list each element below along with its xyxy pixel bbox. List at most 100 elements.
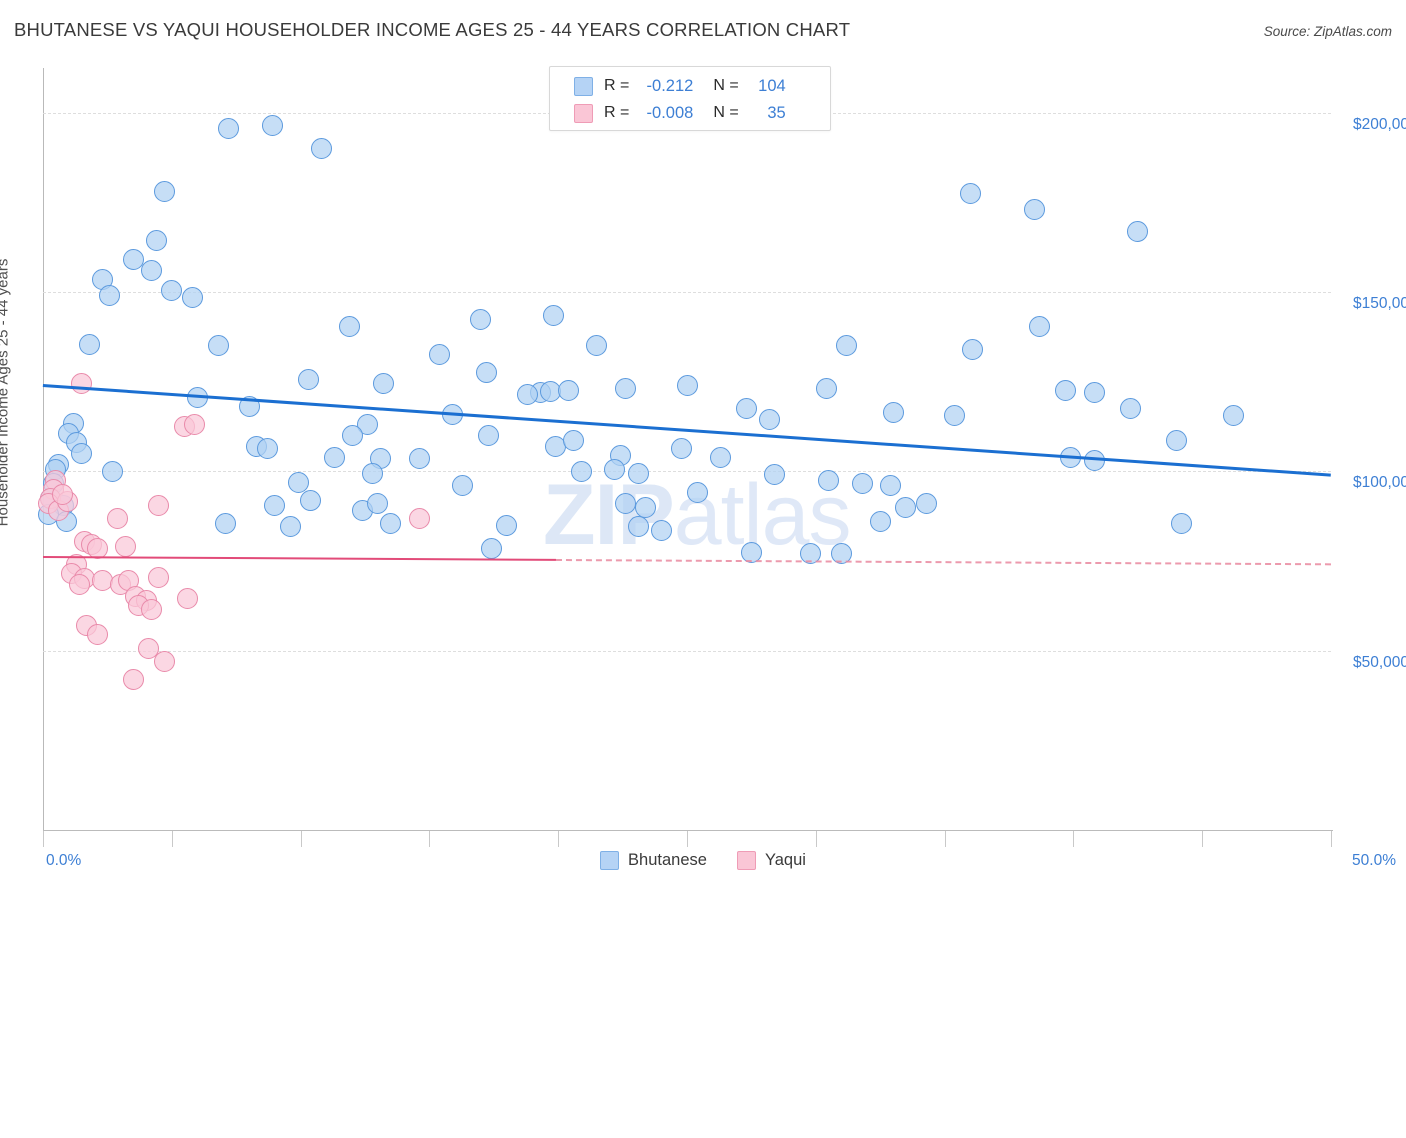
series-legend: Bhutanese Yaqui (0, 851, 1406, 870)
data-point-bhutanese (264, 494, 286, 516)
data-point-bhutanese (542, 304, 564, 326)
data-point-bhutanese (478, 425, 500, 447)
legend-item-bhutanese[interactable]: Bhutanese (600, 851, 707, 870)
plot-area: ZIPatlas (37, 68, 1331, 828)
y-axis-line (43, 68, 44, 830)
data-point-bhutanese (480, 538, 502, 559)
y-tick-label-150000: $150,000 (1353, 295, 1406, 313)
data-point-bhutanese (962, 338, 984, 360)
stats-n-value-bhutanese: 104 (758, 76, 786, 95)
data-point-bhutanese (279, 516, 301, 538)
data-point-bhutanese (614, 378, 636, 400)
data-point-yaqui (86, 624, 108, 646)
stats-r-value-bhutanese: -0.212 (646, 76, 694, 95)
data-point-bhutanese (836, 335, 858, 357)
x-tick-3 (429, 831, 431, 847)
data-point-bhutanese (429, 344, 451, 366)
data-point-yaqui (148, 494, 170, 516)
data-point-bhutanese (1083, 450, 1105, 472)
data-point-bhutanese (357, 414, 379, 436)
stats-n-value-yaqui: 35 (767, 103, 786, 122)
data-point-bhutanese (297, 369, 319, 391)
data-point-bhutanese (614, 493, 636, 515)
gridline-150000 (43, 292, 1331, 294)
data-point-bhutanese (815, 378, 837, 400)
y-tick-label-50000: $50,000 (1353, 653, 1406, 671)
legend-label-yaqui: Yaqui (764, 851, 806, 869)
data-point-bhutanese (740, 541, 762, 563)
data-point-bhutanese (187, 387, 209, 409)
data-point-bhutanese (287, 471, 309, 493)
data-point-bhutanese (671, 437, 693, 459)
x-tick-0 (43, 831, 44, 847)
data-point-bhutanese (102, 460, 124, 482)
data-point-bhutanese (1165, 430, 1187, 452)
data-point-bhutanese (145, 229, 167, 251)
data-point-bhutanese (1060, 446, 1082, 468)
x-tick-4 (558, 831, 560, 847)
stats-row-yaqui: R = -0.008 N = 35 (550, 99, 830, 127)
x-tick-1 (171, 831, 173, 847)
data-point-bhutanese (800, 543, 822, 565)
data-point-bhutanese (496, 514, 518, 536)
data-point-bhutanese (635, 496, 657, 518)
data-point-bhutanese (323, 446, 345, 468)
data-point-yaqui (68, 573, 90, 595)
data-point-bhutanese (78, 333, 100, 355)
data-point-bhutanese (916, 493, 938, 515)
data-point-bhutanese (475, 362, 497, 384)
stats-swatch-yaqui (574, 103, 593, 123)
data-point-bhutanese (627, 516, 649, 538)
trendline-yaqui-extrapolated (555, 558, 1331, 565)
data-point-bhutanese (367, 493, 389, 515)
data-point-yaqui (138, 638, 160, 660)
stats-n-label-bhutanese: N = (713, 77, 739, 94)
data-point-bhutanese (442, 403, 464, 425)
data-point-bhutanese (563, 430, 585, 452)
x-axis-line (43, 830, 1333, 831)
data-point-bhutanese (238, 396, 260, 418)
data-point-bhutanese (161, 279, 183, 301)
data-point-bhutanese (1024, 199, 1046, 221)
data-point-bhutanese (851, 473, 873, 495)
data-point-bhutanese (256, 437, 278, 459)
data-point-bhutanese (650, 520, 672, 542)
data-point-bhutanese (71, 442, 93, 464)
data-point-yaqui (153, 650, 175, 672)
data-point-yaqui (51, 484, 73, 506)
data-point-bhutanese (686, 482, 708, 504)
data-point-yaqui (408, 507, 430, 529)
data-point-bhutanese (570, 460, 592, 482)
x-tick-6 (815, 831, 817, 847)
trendline-yaqui (42, 555, 556, 561)
data-point-bhutanese (341, 425, 363, 447)
data-point-bhutanese (1119, 398, 1141, 420)
data-point-yaqui (86, 538, 108, 559)
y-tick-label-200000: $200,000 (1353, 115, 1406, 133)
legend-label-bhutanese: Bhutanese (628, 851, 707, 869)
stats-r-label-yaqui: R = (604, 104, 630, 121)
data-point-bhutanese (1083, 382, 1105, 404)
data-point-yaqui (148, 566, 170, 588)
data-point-yaqui (107, 507, 129, 529)
data-point-bhutanese (300, 489, 322, 511)
watermark-bold: ZIP (543, 467, 675, 563)
data-point-bhutanese (362, 462, 384, 484)
data-point-bhutanese (99, 285, 121, 307)
data-point-bhutanese (1055, 380, 1077, 402)
legend-item-yaqui[interactable]: Yaqui (736, 851, 806, 870)
x-tick-label-max: 50.0% (1352, 852, 1396, 869)
x-tick-10 (1331, 831, 1332, 847)
data-point-bhutanese (558, 380, 579, 402)
data-point-bhutanese (1222, 405, 1244, 427)
stats-r-value-yaqui: -0.008 (646, 103, 694, 122)
data-point-bhutanese (339, 315, 361, 337)
data-point-bhutanese (880, 475, 901, 497)
trendline-bhutanese (42, 383, 1331, 477)
stats-row-bhutanese: R = -0.212 N = 104 (550, 72, 830, 100)
x-tick-label-min: 0.0% (46, 852, 82, 869)
data-point-yaqui (122, 668, 144, 690)
data-point-bhutanese (882, 401, 904, 423)
gridline-50000 (43, 650, 1331, 652)
data-point-bhutanese (604, 459, 626, 481)
